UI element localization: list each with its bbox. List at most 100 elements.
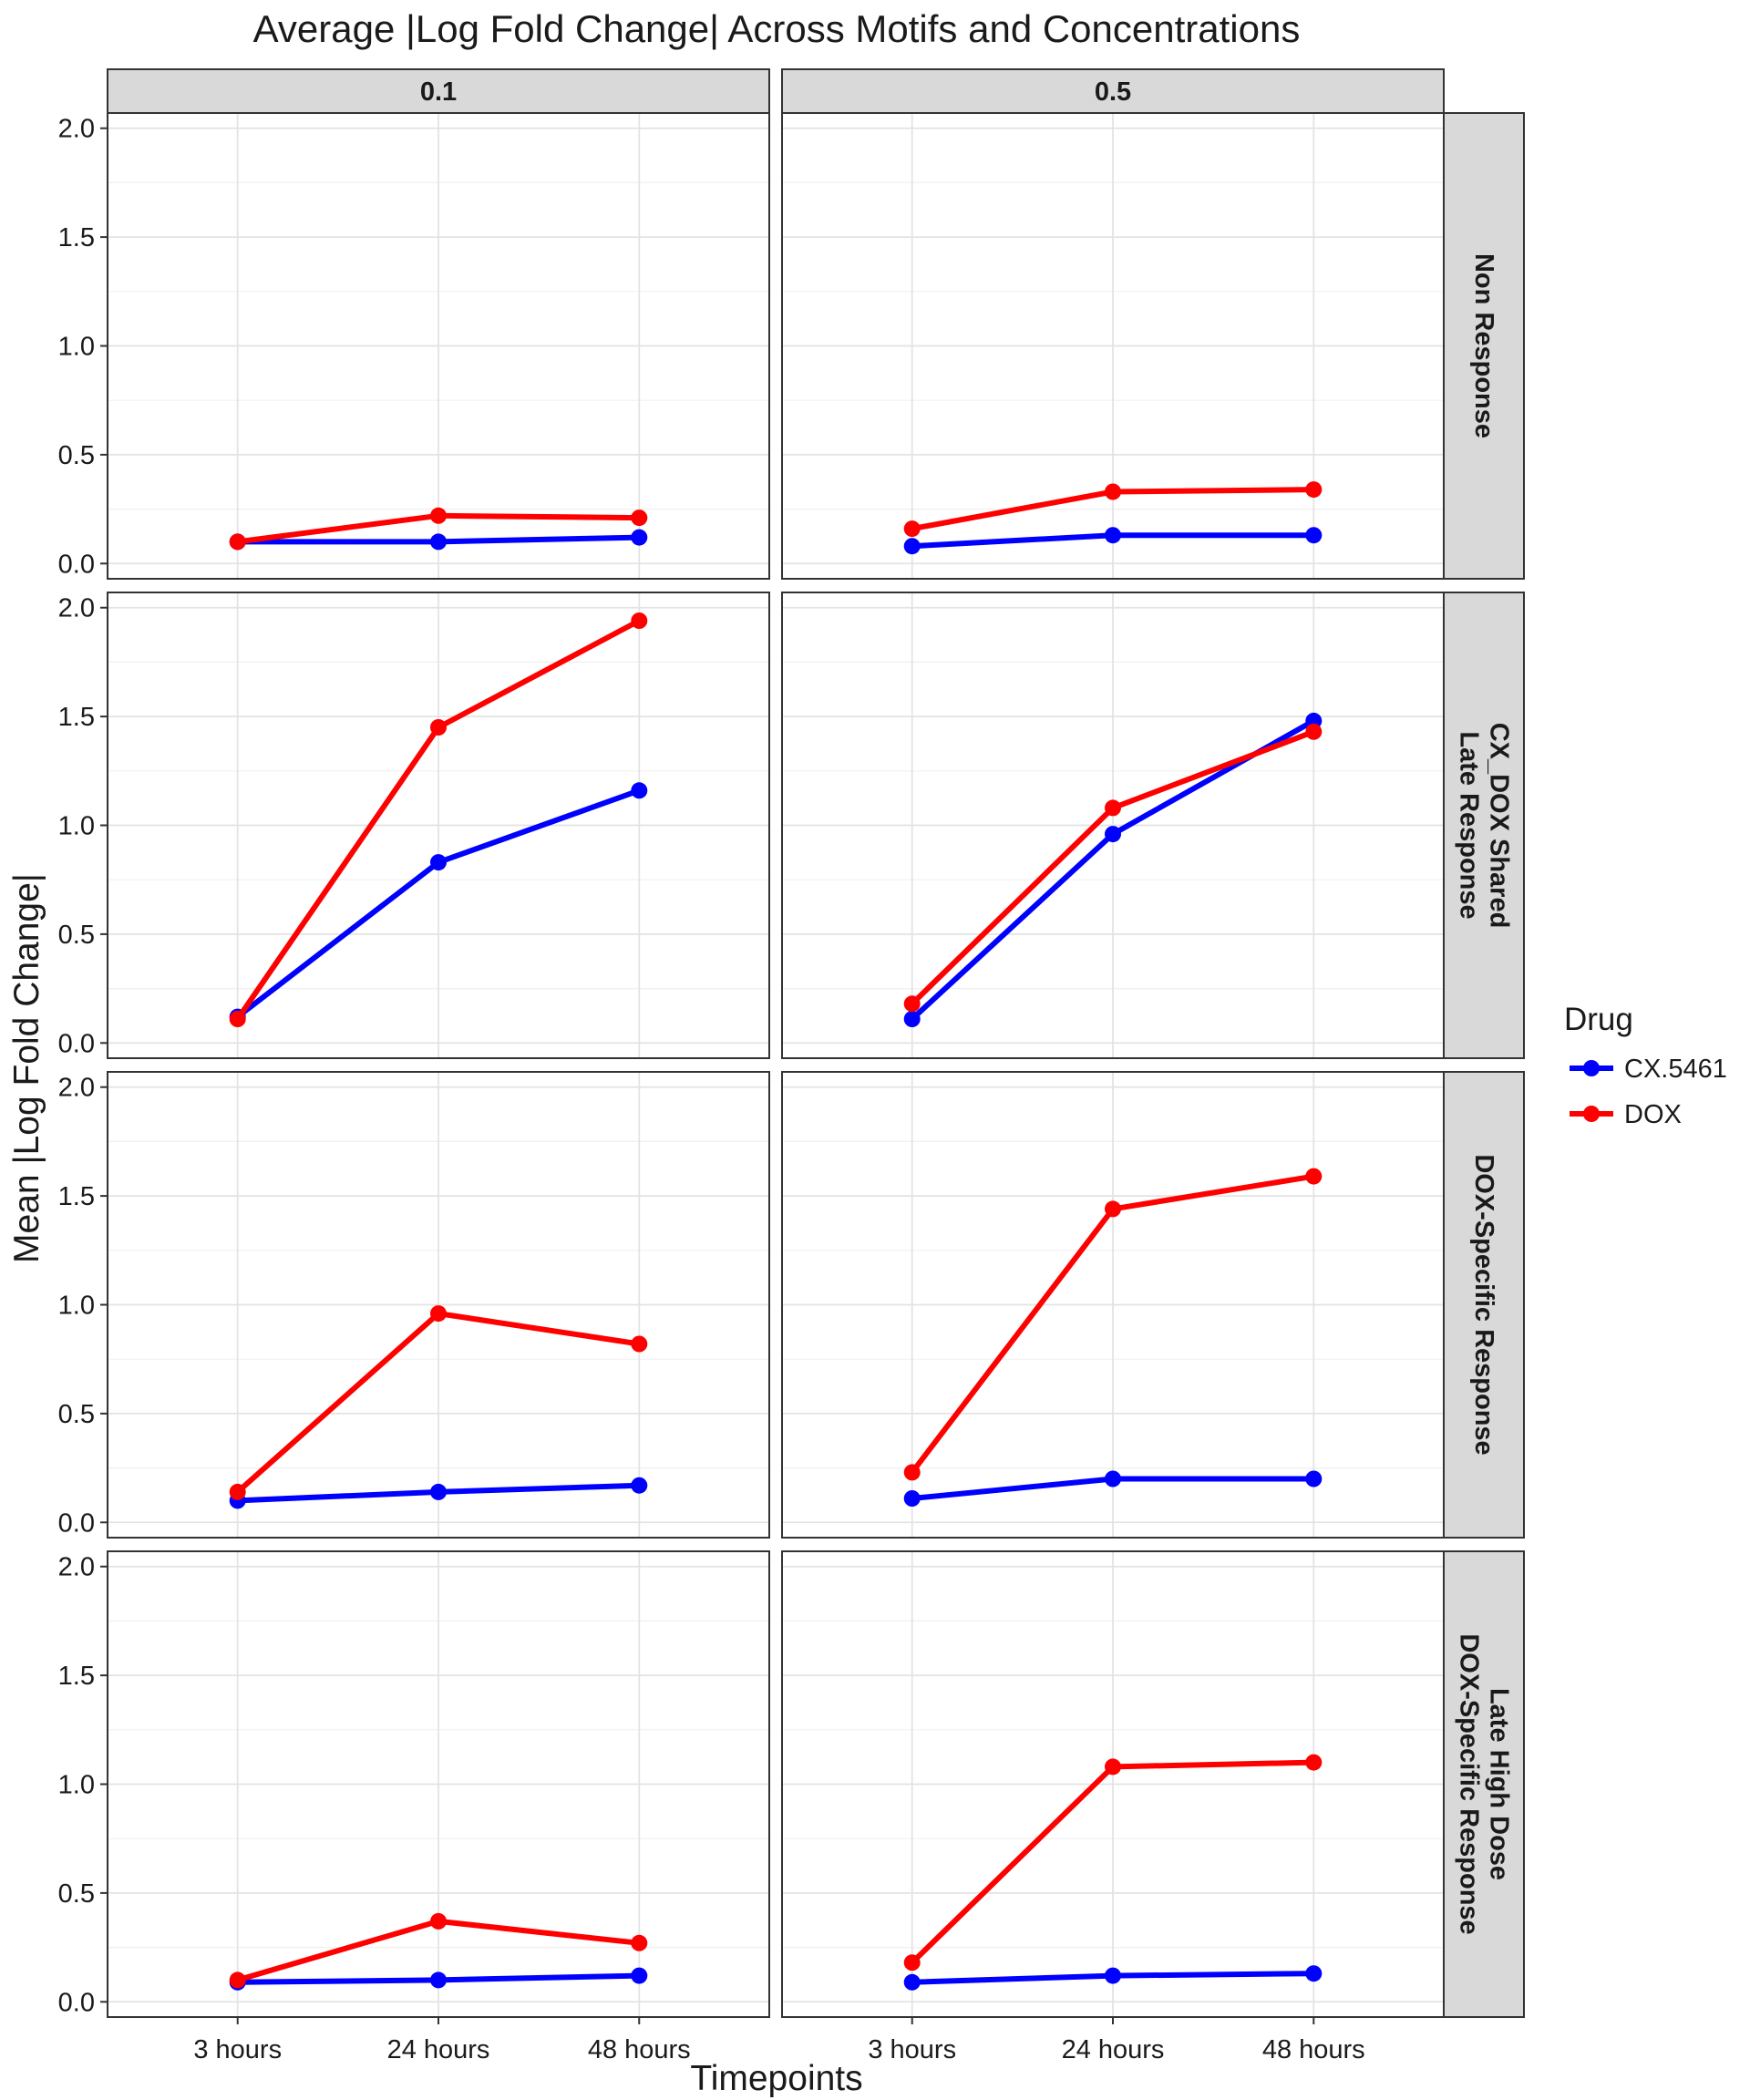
data-point-cx-5461-1 <box>1105 826 1121 843</box>
x-axis-ticks: 3 hours 24 hours 48 hours 3 hours 24 hours 48… <box>193 2017 1365 2064</box>
column-strip-label: 0.1 <box>420 77 457 107</box>
data-point-dox-1 <box>1105 1758 1121 1776</box>
panel-r0-c1 <box>781 112 1445 580</box>
data-point-cx-5461-0 <box>903 538 921 555</box>
y-tick-label: 1.5 <box>58 223 95 252</box>
x-axis-title: Timepoints <box>690 2059 862 2098</box>
row-strip-label: DOX-Specific Response <box>1455 1633 1484 1934</box>
data-point-cx-5461-2 <box>631 1967 648 1984</box>
panel-r2-c1 <box>781 1071 1445 1539</box>
strip-background <box>781 68 1445 114</box>
y-tick-label: 2.0 <box>58 1074 95 1103</box>
data-point-cx-5461-1 <box>430 854 447 871</box>
data-point-cx-5461-1 <box>430 533 447 551</box>
data-point-cx-5461-2 <box>1305 1470 1323 1488</box>
y-tick-label: 1.0 <box>58 1292 95 1321</box>
data-point-cx-5461-2 <box>631 1477 648 1494</box>
strip-background <box>1443 1550 1525 2018</box>
strip-background <box>107 68 770 114</box>
x-tick-label: 24 hours <box>1062 2035 1165 2064</box>
legend-key-point <box>1583 1106 1600 1122</box>
row-strip-label: DOX-Specific Response <box>1469 1154 1498 1455</box>
data-point-dox-1 <box>430 507 447 524</box>
y-tick-label: 0.5 <box>58 1400 95 1429</box>
y-tick-label: 1.0 <box>58 812 95 841</box>
legend: Drug CX.5461 DOX <box>1564 1002 1727 1129</box>
column-strip-0: 0.1 <box>107 68 770 114</box>
row-strip-0: Non Response <box>1443 112 1525 580</box>
legend-entry-cx-5461: CX.5461 <box>1570 1055 1727 1084</box>
data-point-cx-5461-2 <box>631 529 648 546</box>
y-tick-label: 2.0 <box>58 594 95 623</box>
panels <box>107 112 1445 2018</box>
strip-background <box>1443 112 1525 580</box>
y-tick-label: 1.5 <box>58 1182 95 1211</box>
y-tick-label: 1.0 <box>58 1771 95 1800</box>
x-tick-label: 48 hours <box>588 2035 691 2064</box>
data-point-dox-2 <box>631 1335 648 1353</box>
data-point-dox-0 <box>229 1971 246 1989</box>
panel-r3-c0 <box>107 1550 770 2018</box>
data-point-dox-0 <box>903 1464 921 1481</box>
row-strip-label: Late Response <box>1455 731 1484 919</box>
row-strip-label: CX_DOX Shared <box>1485 723 1514 929</box>
legend-label: DOX <box>1624 1100 1682 1129</box>
data-point-cx-5461-1 <box>430 1483 447 1500</box>
data-point-dox-2 <box>1305 481 1323 499</box>
data-point-dox-0 <box>229 533 246 551</box>
legend-title: Drug <box>1564 1002 1633 1037</box>
y-tick-label: 0.0 <box>58 1029 95 1058</box>
y-tick-label: 1.5 <box>58 703 95 732</box>
data-point-dox-2 <box>631 612 648 629</box>
data-point-dox-2 <box>1305 723 1323 740</box>
data-point-cx-5461-1 <box>1105 1470 1121 1488</box>
x-tick-label: 3 hours <box>868 2035 956 2064</box>
column-strips: 0.1 0.5 <box>107 68 1445 114</box>
panel-r0-c0 <box>107 112 770 580</box>
row-strip-2: DOX-Specific Response <box>1443 1071 1525 1539</box>
data-point-dox-2 <box>631 510 648 527</box>
data-point-dox-1 <box>430 719 447 736</box>
data-point-cx-5461-2 <box>631 782 648 799</box>
x-tick-label: 48 hours <box>1262 2035 1365 2064</box>
data-point-cx-5461-0 <box>903 1973 921 1991</box>
data-point-dox-1 <box>1105 799 1121 817</box>
data-point-dox-0 <box>229 1483 246 1500</box>
y-tick-label: 1.5 <box>58 1662 95 1691</box>
data-point-cx-5461-1 <box>1105 527 1121 544</box>
y-axis-title: Mean |Log Fold Change| <box>7 873 46 1263</box>
y-tick-label: 0.0 <box>58 1508 95 1538</box>
data-point-dox-2 <box>1305 1168 1323 1185</box>
panel-r3-c1 <box>781 1550 1445 2018</box>
y-axis-ticks: 0.0 0.5 1.0 1.5 2.0 0.0 0.5 1.0 1.5 2.0 0.0 0.5 1.0 1… <box>58 115 108 2017</box>
y-tick-label: 0.5 <box>58 1879 95 1909</box>
row-strip-label: Non Response <box>1469 253 1498 438</box>
data-point-cx-5461-2 <box>1305 1965 1323 1982</box>
data-point-dox-2 <box>1305 1754 1323 1771</box>
data-point-cx-5461-1 <box>1105 1967 1121 1984</box>
y-tick-label: 0.0 <box>58 1988 95 2017</box>
data-point-cx-5461-0 <box>903 1490 921 1507</box>
data-point-dox-2 <box>631 1934 648 1951</box>
panel-r1-c0 <box>107 592 770 1059</box>
data-point-cx-5461-0 <box>903 1011 921 1027</box>
column-strip-1: 0.5 <box>781 68 1445 114</box>
x-tick-label: 3 hours <box>193 2035 282 2064</box>
legend-entry-dox: DOX <box>1570 1100 1682 1129</box>
y-tick-label: 2.0 <box>58 1553 95 1582</box>
data-point-dox-0 <box>903 520 921 538</box>
legend-key-point <box>1583 1060 1600 1076</box>
strip-background <box>1443 592 1525 1059</box>
column-strip-label: 0.5 <box>1095 77 1131 107</box>
data-point-dox-1 <box>1105 483 1121 500</box>
y-tick-label: 1.0 <box>58 333 95 362</box>
panel-r2-c0 <box>107 1071 770 1539</box>
strip-background <box>1443 1071 1525 1539</box>
data-point-cx-5461-2 <box>1305 527 1323 544</box>
y-tick-label: 2.0 <box>58 115 95 144</box>
y-tick-label: 0.5 <box>58 921 95 950</box>
data-point-dox-1 <box>430 1305 447 1323</box>
